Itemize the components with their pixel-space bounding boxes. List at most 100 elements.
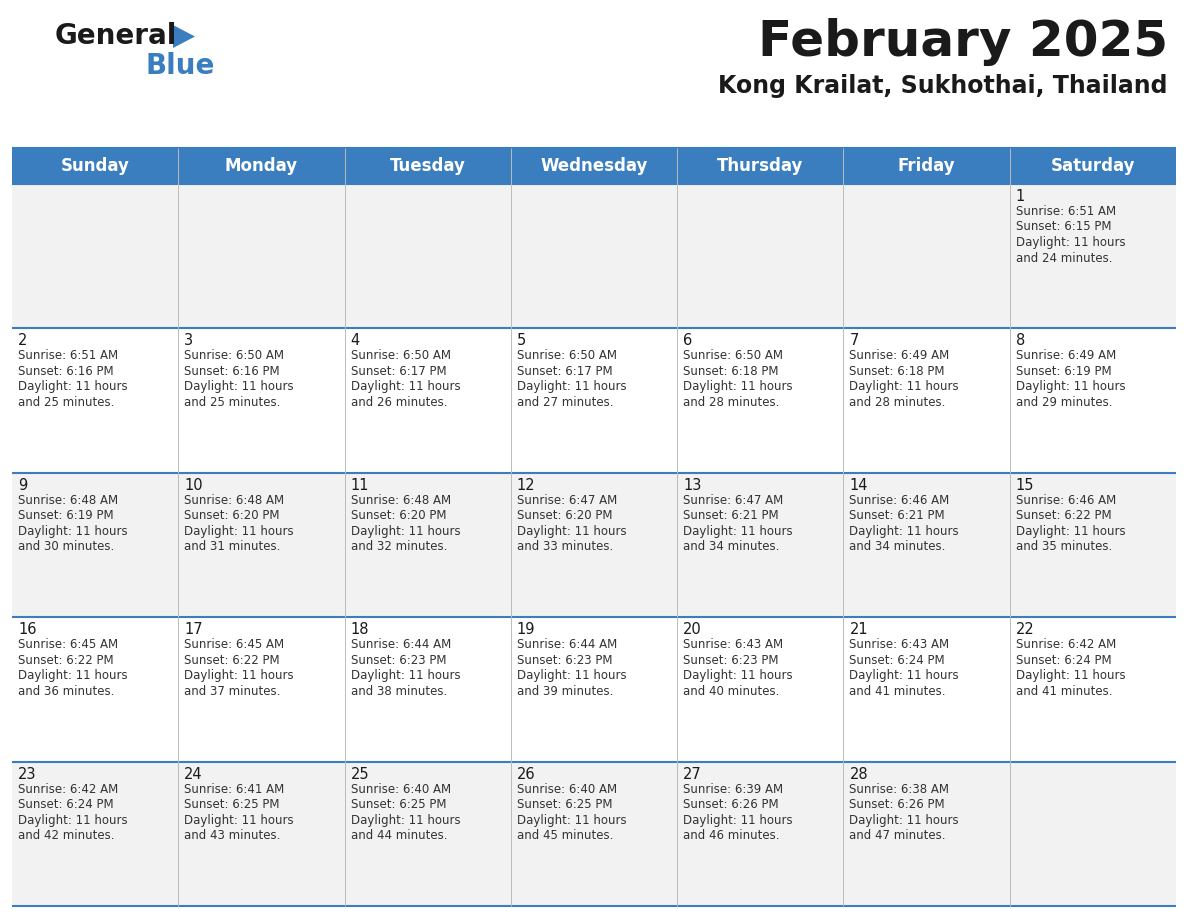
Text: Sunset: 6:17 PM: Sunset: 6:17 PM: [350, 364, 447, 378]
Text: Sunset: 6:16 PM: Sunset: 6:16 PM: [18, 364, 114, 378]
Text: 26: 26: [517, 767, 536, 781]
Text: Sunrise: 6:48 AM: Sunrise: 6:48 AM: [184, 494, 284, 507]
Text: and 42 minutes.: and 42 minutes.: [18, 829, 114, 842]
Text: 18: 18: [350, 622, 369, 637]
Text: 9: 9: [18, 477, 27, 493]
Bar: [12, 617, 1176, 762]
Text: and 25 minutes.: and 25 minutes.: [184, 396, 280, 409]
Text: Sunrise: 6:50 AM: Sunrise: 6:50 AM: [683, 350, 783, 363]
Text: 5: 5: [517, 333, 526, 349]
Text: and 33 minutes.: and 33 minutes.: [517, 541, 613, 554]
Text: Sunrise: 6:48 AM: Sunrise: 6:48 AM: [18, 494, 118, 507]
Text: Sunset: 6:24 PM: Sunset: 6:24 PM: [849, 654, 944, 666]
Text: Monday: Monday: [225, 157, 298, 175]
Text: Sunrise: 6:42 AM: Sunrise: 6:42 AM: [18, 783, 119, 796]
Text: Sunrise: 6:50 AM: Sunrise: 6:50 AM: [517, 350, 617, 363]
Text: Sunrise: 6:47 AM: Sunrise: 6:47 AM: [517, 494, 617, 507]
Text: and 32 minutes.: and 32 minutes.: [350, 541, 447, 554]
Text: Sunset: 6:15 PM: Sunset: 6:15 PM: [1016, 220, 1111, 233]
Text: Blue: Blue: [145, 52, 214, 80]
Text: Daylight: 11 hours: Daylight: 11 hours: [18, 669, 127, 682]
Text: Sunset: 6:16 PM: Sunset: 6:16 PM: [184, 364, 280, 378]
Text: Daylight: 11 hours: Daylight: 11 hours: [517, 669, 626, 682]
Text: Friday: Friday: [898, 157, 955, 175]
Text: 19: 19: [517, 622, 536, 637]
Text: and 47 minutes.: and 47 minutes.: [849, 829, 946, 842]
Bar: [12, 473, 1176, 617]
Text: Sunrise: 6:51 AM: Sunrise: 6:51 AM: [1016, 205, 1116, 218]
Text: Sunrise: 6:38 AM: Sunrise: 6:38 AM: [849, 783, 949, 796]
Polygon shape: [173, 25, 195, 48]
Text: Daylight: 11 hours: Daylight: 11 hours: [1016, 525, 1125, 538]
Text: Sunset: 6:18 PM: Sunset: 6:18 PM: [849, 364, 944, 378]
Text: Sunset: 6:23 PM: Sunset: 6:23 PM: [350, 654, 446, 666]
Text: Daylight: 11 hours: Daylight: 11 hours: [683, 380, 792, 394]
Text: 16: 16: [18, 622, 37, 637]
Text: Sunrise: 6:50 AM: Sunrise: 6:50 AM: [184, 350, 284, 363]
Text: Sunset: 6:24 PM: Sunset: 6:24 PM: [18, 798, 114, 812]
Text: Daylight: 11 hours: Daylight: 11 hours: [517, 525, 626, 538]
Text: Sunset: 6:26 PM: Sunset: 6:26 PM: [849, 798, 944, 812]
Text: Daylight: 11 hours: Daylight: 11 hours: [683, 813, 792, 826]
Text: 24: 24: [184, 767, 203, 781]
Text: and 37 minutes.: and 37 minutes.: [184, 685, 280, 698]
Text: Daylight: 11 hours: Daylight: 11 hours: [184, 525, 293, 538]
Text: 22: 22: [1016, 622, 1035, 637]
Text: Sunrise: 6:41 AM: Sunrise: 6:41 AM: [184, 783, 285, 796]
Text: 8: 8: [1016, 333, 1025, 349]
Text: Daylight: 11 hours: Daylight: 11 hours: [849, 669, 959, 682]
Text: 1: 1: [1016, 189, 1025, 204]
Text: Sunrise: 6:45 AM: Sunrise: 6:45 AM: [18, 638, 118, 651]
Text: Sunset: 6:24 PM: Sunset: 6:24 PM: [1016, 654, 1111, 666]
Text: Sunset: 6:20 PM: Sunset: 6:20 PM: [350, 509, 446, 522]
Text: Sunset: 6:20 PM: Sunset: 6:20 PM: [184, 509, 280, 522]
Text: Sunrise: 6:42 AM: Sunrise: 6:42 AM: [1016, 638, 1116, 651]
Bar: [12, 184, 1176, 329]
Text: and 27 minutes.: and 27 minutes.: [517, 396, 613, 409]
Text: 6: 6: [683, 333, 693, 349]
Text: Daylight: 11 hours: Daylight: 11 hours: [1016, 236, 1125, 249]
Text: Sunset: 6:19 PM: Sunset: 6:19 PM: [1016, 364, 1111, 378]
Text: Daylight: 11 hours: Daylight: 11 hours: [683, 669, 792, 682]
Text: 11: 11: [350, 477, 369, 493]
Text: 12: 12: [517, 477, 536, 493]
Text: Sunrise: 6:43 AM: Sunrise: 6:43 AM: [849, 638, 949, 651]
Text: 2: 2: [18, 333, 27, 349]
Text: February 2025: February 2025: [758, 18, 1168, 66]
Text: Sunrise: 6:49 AM: Sunrise: 6:49 AM: [849, 350, 949, 363]
Text: Sunrise: 6:49 AM: Sunrise: 6:49 AM: [1016, 350, 1116, 363]
Text: 23: 23: [18, 767, 37, 781]
Text: Sunday: Sunday: [61, 157, 129, 175]
Text: and 41 minutes.: and 41 minutes.: [1016, 685, 1112, 698]
Text: 20: 20: [683, 622, 702, 637]
Text: Daylight: 11 hours: Daylight: 11 hours: [849, 813, 959, 826]
Text: Sunrise: 6:46 AM: Sunrise: 6:46 AM: [849, 494, 949, 507]
Text: and 28 minutes.: and 28 minutes.: [683, 396, 779, 409]
Text: 27: 27: [683, 767, 702, 781]
Text: Kong Krailat, Sukhothai, Thailand: Kong Krailat, Sukhothai, Thailand: [719, 74, 1168, 98]
Text: Sunrise: 6:44 AM: Sunrise: 6:44 AM: [517, 638, 617, 651]
Text: and 35 minutes.: and 35 minutes.: [1016, 541, 1112, 554]
Text: Daylight: 11 hours: Daylight: 11 hours: [350, 380, 460, 394]
Text: 13: 13: [683, 477, 702, 493]
Text: 28: 28: [849, 767, 868, 781]
Text: Sunset: 6:22 PM: Sunset: 6:22 PM: [1016, 509, 1111, 522]
Text: Sunset: 6:20 PM: Sunset: 6:20 PM: [517, 509, 612, 522]
Text: Sunrise: 6:47 AM: Sunrise: 6:47 AM: [683, 494, 783, 507]
Text: and 34 minutes.: and 34 minutes.: [849, 541, 946, 554]
Text: and 25 minutes.: and 25 minutes.: [18, 396, 114, 409]
Text: Sunset: 6:22 PM: Sunset: 6:22 PM: [184, 654, 280, 666]
Text: Daylight: 11 hours: Daylight: 11 hours: [517, 380, 626, 394]
Text: Daylight: 11 hours: Daylight: 11 hours: [683, 525, 792, 538]
Text: 15: 15: [1016, 477, 1035, 493]
Text: Sunrise: 6:44 AM: Sunrise: 6:44 AM: [350, 638, 450, 651]
Text: Sunrise: 6:40 AM: Sunrise: 6:40 AM: [517, 783, 617, 796]
Text: and 43 minutes.: and 43 minutes.: [184, 829, 280, 842]
Text: and 46 minutes.: and 46 minutes.: [683, 829, 779, 842]
Text: and 39 minutes.: and 39 minutes.: [517, 685, 613, 698]
Text: and 29 minutes.: and 29 minutes.: [1016, 396, 1112, 409]
Text: and 30 minutes.: and 30 minutes.: [18, 541, 114, 554]
Text: Sunrise: 6:43 AM: Sunrise: 6:43 AM: [683, 638, 783, 651]
Text: Daylight: 11 hours: Daylight: 11 hours: [1016, 669, 1125, 682]
Text: and 40 minutes.: and 40 minutes.: [683, 685, 779, 698]
